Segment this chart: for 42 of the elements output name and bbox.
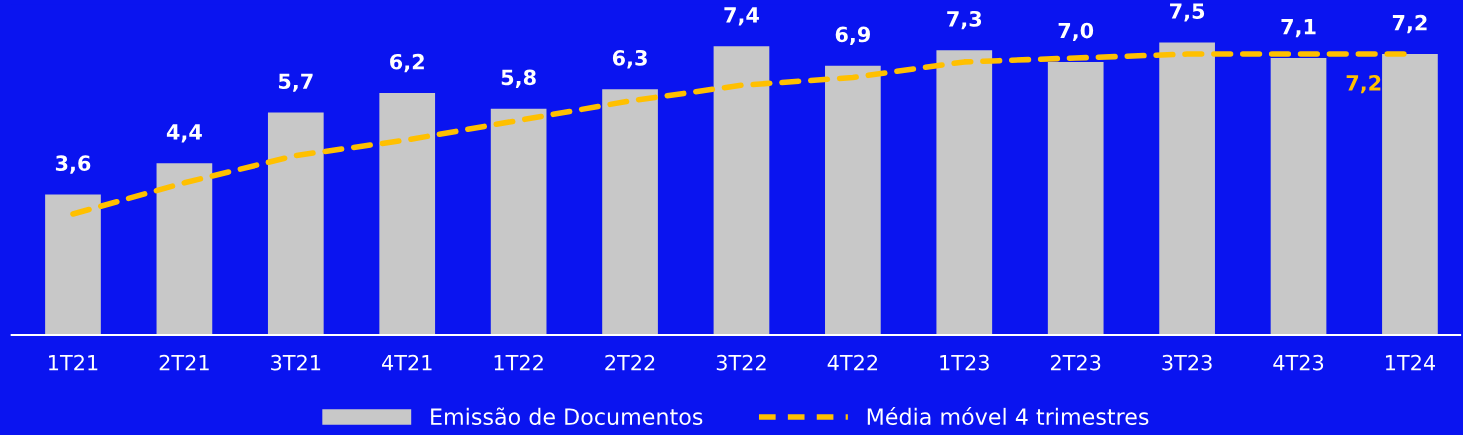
x-tick-label: 3T21 (271, 354, 321, 371)
data-label: 5,8 (501, 69, 536, 88)
bar (156, 163, 213, 335)
bar (936, 50, 993, 335)
data-label: 3,6 (55, 155, 91, 174)
bar (1047, 61, 1104, 335)
data-label: 7,0 (1058, 22, 1094, 42)
data-label: 6,3 (612, 49, 647, 69)
data-label: 7,2 (1346, 74, 1381, 94)
bar (825, 65, 881, 335)
data-label: 6,9 (835, 26, 870, 45)
bar (45, 194, 101, 335)
x-tick-label: 4T22 (827, 354, 878, 371)
x-tick-label: 1T21 (49, 354, 98, 371)
bar (1270, 57, 1327, 335)
x-tick-label: 1T23 (940, 354, 989, 371)
bar (379, 93, 436, 335)
x-tick-label: 1T24 (1385, 354, 1436, 371)
bar (602, 89, 658, 335)
data-label: 7,1 (1281, 19, 1316, 38)
x-tick-label: 2T21 (159, 354, 209, 371)
x-tick-label: 2T23 (1050, 354, 1101, 371)
data-label: 4,4 (166, 124, 202, 143)
x-tick-label: 3T23 (1162, 354, 1212, 371)
data-label: 7,2 (1392, 14, 1427, 34)
bar (267, 112, 324, 335)
data-label: 5,7 (278, 73, 313, 92)
x-tick-label: 3T22 (716, 354, 766, 371)
x-tick-label: 1T22 (494, 354, 543, 371)
bar (1159, 42, 1215, 335)
legend-label: Média móvel 4 trimestres (867, 406, 1149, 426)
x-tick-label: 4T23 (1273, 354, 1324, 371)
bar (713, 46, 770, 335)
data-label: 6,2 (390, 53, 424, 73)
bar (490, 108, 547, 335)
bar (1382, 54, 1438, 335)
x-tick-label: 4T21 (381, 354, 432, 371)
legend-label: Emissão de Documentos (431, 407, 703, 426)
data-label: 7,4 (724, 7, 759, 26)
data-label: 7,3 (947, 10, 982, 30)
data-label: 7,5 (1170, 3, 1205, 22)
x-tick-label: 2T22 (605, 354, 655, 371)
